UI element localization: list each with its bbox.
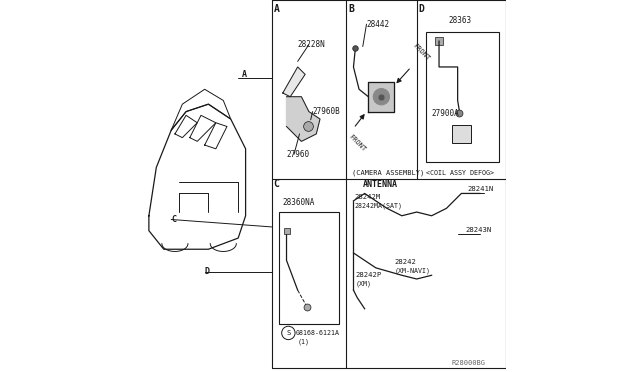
Text: 28242M: 28242M bbox=[355, 194, 381, 200]
Text: ANTENNA: ANTENNA bbox=[363, 180, 398, 189]
Text: 27960: 27960 bbox=[287, 150, 310, 159]
Text: (1): (1) bbox=[298, 338, 310, 345]
Text: <COIL ASSY DEFOG>: <COIL ASSY DEFOG> bbox=[426, 170, 494, 176]
Bar bbox=[452, 125, 470, 143]
Text: D: D bbox=[419, 4, 424, 14]
Text: 28242: 28242 bbox=[394, 259, 416, 265]
Bar bbox=[279, 212, 339, 324]
Polygon shape bbox=[287, 97, 320, 141]
Text: S: S bbox=[286, 330, 291, 336]
Circle shape bbox=[282, 326, 295, 340]
Text: 08168-6121A: 08168-6121A bbox=[296, 330, 340, 336]
Text: A: A bbox=[273, 4, 280, 14]
Text: 28442: 28442 bbox=[367, 20, 390, 29]
Text: 27960B: 27960B bbox=[312, 107, 340, 116]
Polygon shape bbox=[283, 67, 305, 97]
Text: (XM): (XM) bbox=[355, 280, 371, 287]
Bar bbox=[426, 32, 499, 162]
Text: (CAMERA ASSEMBLY): (CAMERA ASSEMBLY) bbox=[351, 170, 424, 176]
Text: 28228N: 28228N bbox=[298, 40, 325, 49]
Text: 28243N: 28243N bbox=[465, 227, 492, 233]
Text: D: D bbox=[205, 267, 210, 276]
Text: 27900A: 27900A bbox=[431, 109, 460, 118]
Text: A: A bbox=[242, 70, 247, 79]
Text: 28363: 28363 bbox=[449, 16, 472, 25]
Polygon shape bbox=[369, 82, 394, 112]
Text: R28000BG: R28000BG bbox=[452, 360, 486, 366]
Text: 28242MA(SAT): 28242MA(SAT) bbox=[355, 202, 403, 209]
Text: FRONT: FRONT bbox=[348, 134, 367, 153]
Text: 28360NA: 28360NA bbox=[283, 198, 315, 207]
Text: B: B bbox=[348, 4, 354, 14]
Text: 28241N: 28241N bbox=[467, 186, 493, 192]
Text: 28242P: 28242P bbox=[355, 272, 381, 278]
Circle shape bbox=[373, 89, 390, 105]
Text: C: C bbox=[273, 179, 280, 189]
Text: C: C bbox=[172, 215, 176, 224]
Text: FRONT: FRONT bbox=[411, 42, 431, 61]
Text: (XM-NAVI): (XM-NAVI) bbox=[394, 267, 430, 274]
